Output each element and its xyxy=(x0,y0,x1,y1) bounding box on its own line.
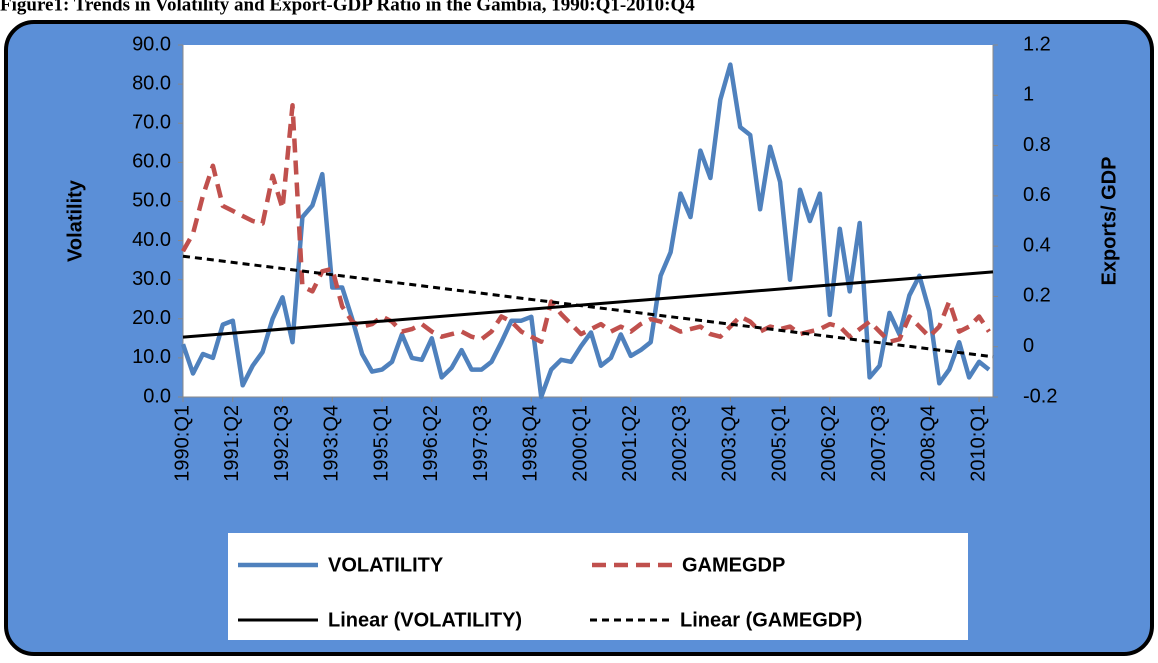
y-tick-label: 60.0 xyxy=(132,151,171,173)
legend-label: Linear (GAMEGDP) xyxy=(680,609,862,631)
x-tick-label: 2002:Q3 xyxy=(669,405,691,482)
legend-label: Linear (VOLATILITY) xyxy=(328,609,522,631)
y2-tick-label: 1 xyxy=(1023,84,1034,106)
trend-line xyxy=(182,270,994,339)
x-tick-label: 2003:Q4 xyxy=(719,405,741,482)
x-tick-label: 1993:Q4 xyxy=(321,405,343,482)
y-axis-title: Volatility xyxy=(64,179,86,262)
y-tick-label: 10.0 xyxy=(132,346,171,368)
legend-label: GAMEGDP xyxy=(682,554,785,576)
x-tick-label: 1992:Q3 xyxy=(271,405,293,482)
y2-axis-title: Exports/ GDP xyxy=(1098,157,1120,286)
y2-tick-label: -0.2 xyxy=(1023,385,1057,407)
chart-title: Figure1: Trends in Volatility and Export… xyxy=(0,0,695,15)
trend-line xyxy=(182,254,994,359)
x-tick-label: 1998:Q4 xyxy=(520,405,542,482)
y2-tick-label: 0.2 xyxy=(1023,285,1051,307)
x-tick-label: 1990:Q1 xyxy=(171,405,193,482)
y2-tick-label: 0.8 xyxy=(1023,134,1051,156)
x-tick-label: 2010:Q1 xyxy=(967,405,989,482)
legend xyxy=(228,533,968,640)
y2-tick-label: 0.4 xyxy=(1023,234,1051,256)
plot-area xyxy=(183,45,993,397)
legend-label: VOLATILITY xyxy=(328,554,444,576)
x-tick-label: 2000:Q1 xyxy=(569,405,591,482)
x-tick-label: 2005:Q1 xyxy=(768,405,790,482)
x-tick-label: 1995:Q1 xyxy=(370,405,392,482)
y-tick-label: 70.0 xyxy=(132,112,171,134)
y2-tick-label: 0 xyxy=(1023,335,1034,357)
y2-tick-label: 1.2 xyxy=(1023,33,1051,55)
y2-tick-label: 0.6 xyxy=(1023,184,1051,206)
x-tick-label: 2008:Q4 xyxy=(918,405,940,482)
y-tick-label: 0.0 xyxy=(143,385,171,407)
y-tick-label: 50.0 xyxy=(132,190,171,212)
y-tick-label: 40.0 xyxy=(132,229,171,251)
x-tick-label: 2001:Q2 xyxy=(619,405,641,482)
y-tick-label: 90.0 xyxy=(132,33,171,55)
y-tick-label: 20.0 xyxy=(132,307,171,329)
x-tick-label: 1996:Q2 xyxy=(420,405,442,482)
y-tick-label: 30.0 xyxy=(132,268,171,290)
x-tick-label: 1991:Q2 xyxy=(221,405,243,482)
y-tick-label: 80.0 xyxy=(132,72,171,94)
x-tick-label: 2006:Q2 xyxy=(818,405,840,482)
x-tick-label: 1997:Q3 xyxy=(470,405,492,482)
series-line xyxy=(180,62,991,400)
x-tick-label: 2007:Q3 xyxy=(868,405,890,482)
